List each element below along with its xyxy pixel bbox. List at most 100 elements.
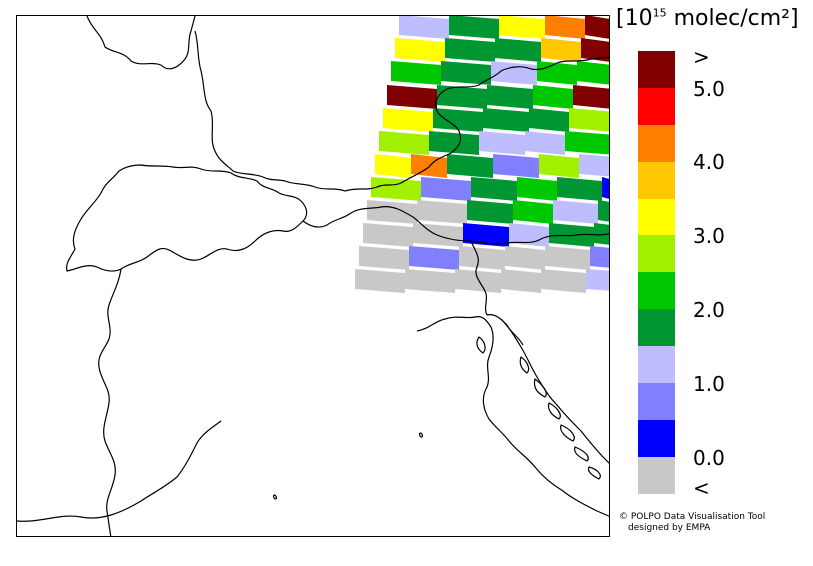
island xyxy=(476,336,486,354)
swath-pixel xyxy=(387,85,437,109)
swath-pixel xyxy=(585,16,609,39)
unit-exponent: 15 xyxy=(652,6,667,20)
swath-pixel xyxy=(395,38,445,62)
swath-pixel xyxy=(598,200,609,222)
coast-istria xyxy=(486,314,524,346)
swath-pixel xyxy=(541,269,586,293)
swath-pixel xyxy=(545,16,585,39)
coast-croatia xyxy=(500,318,609,464)
legend-tick-0: 0.0 xyxy=(693,446,725,470)
swath-pixel xyxy=(509,223,549,247)
swath-pixel xyxy=(359,246,409,270)
swath-pixel xyxy=(467,200,513,224)
unit-suffix: molec/cm²] xyxy=(666,6,799,31)
swath-pixel xyxy=(447,154,493,178)
island xyxy=(519,356,530,374)
legend-swatch xyxy=(638,87,675,125)
map-panel[interactable] xyxy=(16,15,610,537)
legend-unit-label: [1015 molec/cm²] xyxy=(616,6,799,31)
swath-pixel xyxy=(525,131,565,155)
legend-tick-3: 3.0 xyxy=(693,224,725,248)
legend-tick-above: > xyxy=(693,45,710,69)
satellite-swath xyxy=(355,16,609,293)
swath-pixel xyxy=(479,131,525,155)
swath-pixel xyxy=(594,223,609,245)
legend-swatch xyxy=(638,383,675,420)
swath-pixel xyxy=(455,269,501,293)
swath-pixel xyxy=(487,85,533,109)
island xyxy=(587,466,601,480)
legend-swatch xyxy=(638,309,675,347)
legend-swatch xyxy=(638,124,675,162)
swath-pixel xyxy=(363,223,413,247)
border-france-north xyxy=(86,16,196,70)
swath-pixel xyxy=(459,246,505,270)
swath-pixel xyxy=(537,61,577,85)
swath-pixel xyxy=(569,108,609,132)
swath-pixel xyxy=(399,16,449,39)
swath-pixel xyxy=(391,61,441,85)
border-switzerland-italy-west xyxy=(98,268,122,536)
legend-colorbar xyxy=(638,51,675,494)
map-canvas[interactable] xyxy=(17,16,610,537)
swath-pixel xyxy=(379,131,429,155)
swath-pixel xyxy=(579,154,609,177)
swath-pixel xyxy=(493,154,539,178)
legend-swatch xyxy=(638,346,675,384)
legend-swatch xyxy=(638,419,675,457)
swath-pixel xyxy=(513,200,553,224)
swath-pixel xyxy=(429,131,479,155)
swath-pixel xyxy=(590,246,609,268)
unit-prefix: [10 xyxy=(616,6,653,31)
legend-swatch xyxy=(638,198,675,236)
swath-pixel xyxy=(495,38,541,62)
swath-pixel xyxy=(471,177,517,201)
swath-pixel xyxy=(586,269,609,291)
swath-pixel xyxy=(499,16,545,39)
legend-tick-below: < xyxy=(693,476,710,500)
swath-pixel xyxy=(383,108,433,132)
swath-pixel xyxy=(533,85,573,109)
island xyxy=(533,378,547,398)
swath-pixel xyxy=(421,177,471,201)
swath-pixel xyxy=(517,177,557,201)
swath-pixel xyxy=(573,85,609,109)
credit-line-2: designed by EMPA xyxy=(628,523,711,533)
swath-pixel xyxy=(501,269,541,293)
island xyxy=(574,446,589,462)
swath-pixel xyxy=(437,85,487,109)
border-france-germany xyxy=(194,30,286,182)
legend-swatch xyxy=(638,456,675,494)
legend-tick-4: 4.0 xyxy=(693,150,725,174)
coast-ligurian xyxy=(17,420,222,522)
swath-pixel xyxy=(449,16,499,39)
swath-pixel xyxy=(375,154,411,178)
country-borders xyxy=(17,16,609,536)
credit-line-1: © POLPO Data Visualisation Tool xyxy=(619,512,766,522)
border-italy-slovenia xyxy=(470,240,488,316)
swath-pixel xyxy=(557,177,602,201)
coast-adriatic-italy xyxy=(416,316,609,517)
swath-pixel xyxy=(445,38,495,62)
legend-tick-1: 1.0 xyxy=(693,372,725,396)
legend-tick-5: 5.0 xyxy=(693,77,725,101)
island xyxy=(560,424,575,442)
legend-swatch xyxy=(638,51,675,88)
swath-pixel xyxy=(417,200,467,224)
swath-pixel xyxy=(581,38,609,62)
swath-pixel xyxy=(371,177,421,201)
swath-pixel xyxy=(355,269,405,293)
legend-tick-2: 2.0 xyxy=(693,298,725,322)
credit-text: © POLPO Data Visualisation Tool designed… xyxy=(619,512,765,534)
swath-pixel xyxy=(367,200,417,224)
border-austria-south xyxy=(302,206,609,245)
swath-pixel xyxy=(405,269,455,293)
swath-pixel xyxy=(505,246,545,270)
swath-pixel xyxy=(577,61,609,85)
island xyxy=(547,402,561,420)
swath-pixel xyxy=(483,108,529,132)
swath-pixel xyxy=(529,108,569,132)
legend-swatch xyxy=(638,161,675,199)
border-switzerland xyxy=(66,164,308,272)
swath-pixel xyxy=(433,108,483,132)
